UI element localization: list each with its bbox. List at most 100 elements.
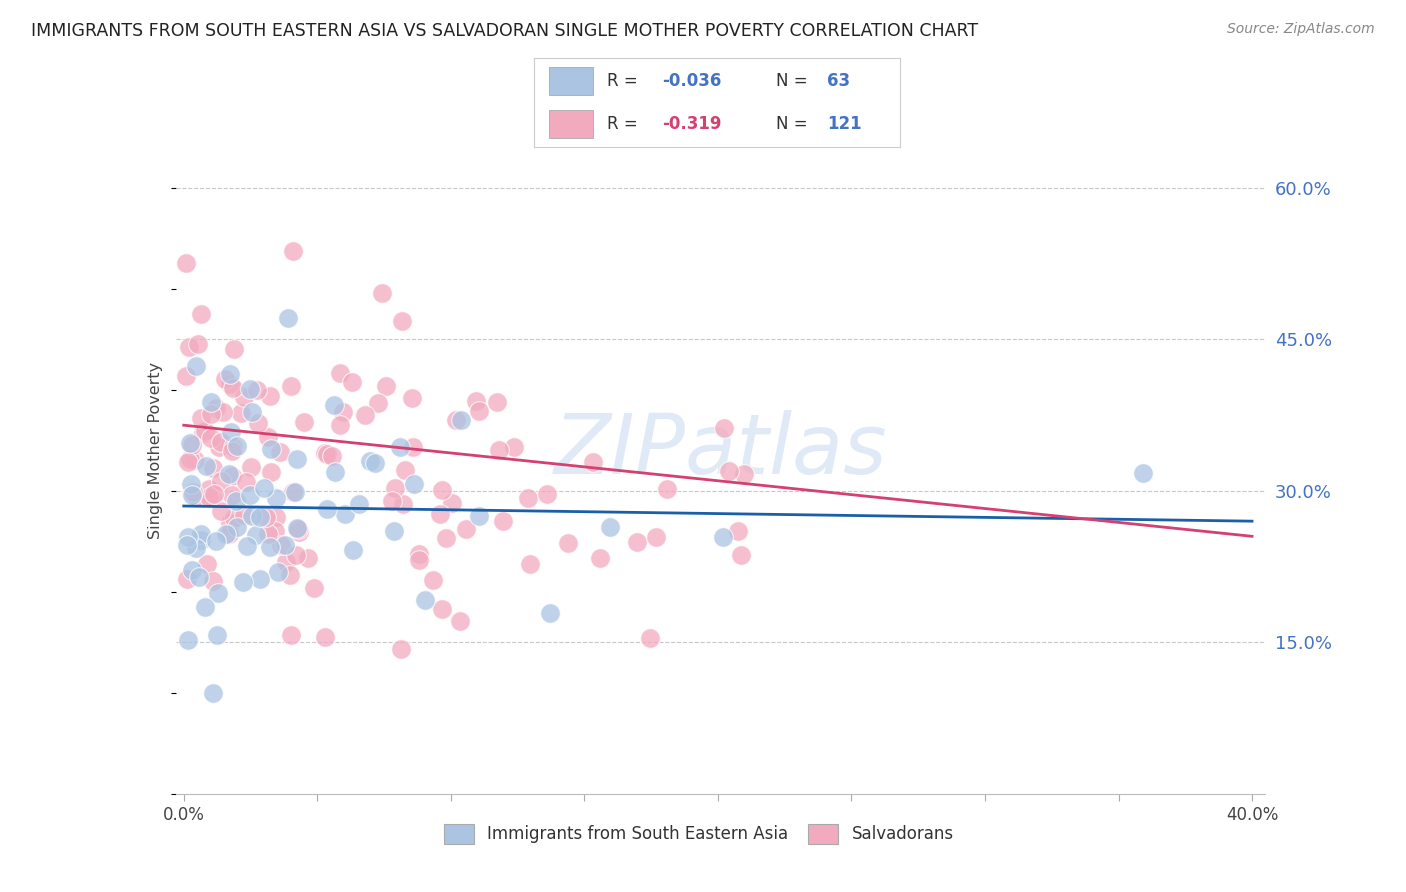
Point bbox=[284, 548, 307, 562]
Text: 63: 63 bbox=[827, 72, 849, 90]
Point bbox=[218, 516, 240, 530]
Point bbox=[391, 314, 413, 328]
Y-axis label: Single Mother Poverty: Single Mother Poverty bbox=[148, 362, 163, 539]
Point bbox=[198, 482, 221, 496]
Text: R =: R = bbox=[607, 72, 644, 90]
Point bbox=[340, 376, 363, 390]
Text: 121: 121 bbox=[827, 115, 862, 133]
Point bbox=[239, 488, 262, 502]
Point bbox=[536, 486, 558, 500]
Text: R =: R = bbox=[607, 115, 644, 133]
Point bbox=[218, 367, 240, 381]
Point bbox=[195, 557, 218, 571]
Point bbox=[222, 342, 245, 356]
Point bbox=[364, 456, 387, 470]
Point bbox=[222, 440, 245, 454]
Point bbox=[277, 310, 299, 325]
Point bbox=[221, 444, 243, 458]
Point bbox=[176, 369, 198, 384]
Text: IMMIGRANTS FROM SOUTH EASTERN ASIA VS SALVADORAN SINGLE MOTHER POVERTY CORRELATI: IMMIGRANTS FROM SOUTH EASTERN ASIA VS SA… bbox=[31, 22, 979, 40]
Point bbox=[179, 436, 201, 450]
Point bbox=[245, 383, 267, 397]
Point bbox=[181, 488, 204, 502]
Point bbox=[454, 522, 477, 536]
Point bbox=[193, 425, 215, 440]
Point bbox=[202, 487, 225, 501]
Point bbox=[389, 641, 412, 656]
Point bbox=[264, 524, 287, 538]
Point bbox=[249, 509, 271, 524]
Point bbox=[180, 438, 202, 452]
Point bbox=[267, 565, 290, 579]
Point bbox=[517, 491, 540, 505]
Point bbox=[434, 531, 457, 545]
Point bbox=[645, 529, 668, 543]
Point bbox=[392, 497, 415, 511]
Point bbox=[281, 244, 304, 258]
Point bbox=[449, 614, 471, 628]
Point bbox=[240, 459, 263, 474]
Point bbox=[260, 466, 283, 480]
Point bbox=[367, 396, 389, 410]
Point bbox=[440, 495, 463, 509]
Point bbox=[184, 359, 207, 373]
Point bbox=[226, 520, 249, 534]
Point bbox=[297, 550, 319, 565]
Point bbox=[270, 538, 292, 552]
Point bbox=[177, 340, 200, 354]
Point bbox=[727, 524, 749, 538]
Point bbox=[205, 628, 228, 642]
Point bbox=[177, 632, 200, 647]
Point bbox=[342, 543, 364, 558]
Point bbox=[259, 389, 281, 403]
Point bbox=[181, 563, 204, 577]
Point bbox=[359, 454, 381, 468]
Point bbox=[302, 582, 325, 596]
Point bbox=[249, 572, 271, 586]
Point bbox=[264, 509, 287, 524]
Point bbox=[253, 482, 276, 496]
Point bbox=[222, 511, 245, 525]
Point bbox=[384, 481, 406, 495]
Point bbox=[246, 417, 269, 431]
Point bbox=[259, 540, 281, 554]
Point bbox=[226, 440, 249, 454]
Point bbox=[444, 413, 467, 427]
Point bbox=[215, 526, 238, 541]
Point bbox=[333, 507, 356, 521]
Legend: Immigrants from South Eastern Asia, Salvadorans: Immigrants from South Eastern Asia, Salv… bbox=[437, 817, 960, 851]
Point bbox=[254, 509, 277, 524]
Point bbox=[200, 395, 222, 409]
Point bbox=[404, 476, 426, 491]
Point bbox=[408, 547, 430, 561]
Point bbox=[176, 538, 198, 552]
Point bbox=[430, 483, 453, 497]
Point bbox=[503, 440, 526, 454]
Point bbox=[193, 424, 215, 438]
Point bbox=[190, 307, 212, 321]
Point bbox=[450, 413, 472, 427]
Point bbox=[280, 628, 302, 642]
Point bbox=[235, 475, 257, 489]
Point bbox=[222, 381, 245, 395]
Point bbox=[332, 405, 354, 419]
Point bbox=[285, 521, 308, 535]
Point bbox=[240, 509, 263, 524]
Text: -0.036: -0.036 bbox=[662, 72, 721, 90]
Point bbox=[370, 286, 392, 301]
Point bbox=[733, 467, 755, 482]
Point bbox=[278, 567, 301, 582]
Point bbox=[287, 522, 309, 536]
Point bbox=[207, 586, 229, 600]
Point bbox=[269, 445, 291, 459]
Point bbox=[422, 573, 444, 587]
Point bbox=[190, 410, 212, 425]
Text: N =: N = bbox=[776, 72, 813, 90]
Point bbox=[389, 440, 412, 454]
Point bbox=[402, 440, 425, 454]
Point bbox=[187, 337, 209, 351]
Point bbox=[655, 482, 678, 496]
Point bbox=[713, 421, 735, 435]
Point bbox=[219, 425, 242, 439]
Point bbox=[181, 485, 204, 500]
